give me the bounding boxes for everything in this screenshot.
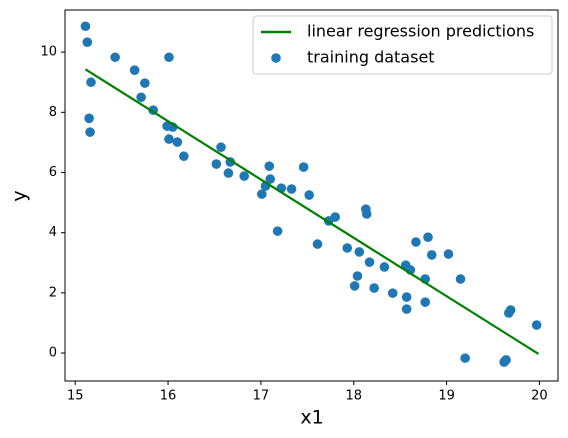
point <box>423 232 433 242</box>
point <box>342 243 353 253</box>
point <box>298 162 309 172</box>
point <box>401 292 412 302</box>
point <box>387 288 398 298</box>
y-tick-label: 8 <box>49 105 57 120</box>
point <box>86 77 96 88</box>
y-tick-label: 2 <box>49 285 57 300</box>
x-tick-label: 19 <box>438 389 455 404</box>
point <box>164 134 174 144</box>
y-tick-label: 10 <box>40 45 57 60</box>
point <box>286 184 297 194</box>
point <box>265 174 275 184</box>
point <box>223 168 234 178</box>
legend-box <box>252 15 553 75</box>
legend-label: linear regression predictions <box>307 22 534 41</box>
x-tick-label: 17 <box>253 389 270 404</box>
regression-line <box>84 68 540 355</box>
point <box>136 92 146 103</box>
y-tick-label: 0 <box>49 346 57 361</box>
point <box>312 239 323 249</box>
point <box>82 37 93 47</box>
point <box>503 308 514 318</box>
x-tick-label: 16 <box>160 389 177 404</box>
y-tick-label: 4 <box>49 225 57 240</box>
plot-frame <box>64 9 559 382</box>
point <box>420 297 431 307</box>
point <box>272 226 283 236</box>
point <box>531 320 542 330</box>
point <box>216 142 226 153</box>
point <box>330 212 340 222</box>
point <box>354 247 365 257</box>
x-axis-label: x1 <box>300 407 323 429</box>
point <box>85 127 95 137</box>
point <box>401 304 412 314</box>
x-tick-label: 20 <box>531 389 548 404</box>
point <box>257 189 267 199</box>
point <box>140 78 150 88</box>
point <box>443 249 454 259</box>
point <box>426 250 437 260</box>
point <box>379 262 390 272</box>
point <box>501 355 511 365</box>
point <box>352 271 363 281</box>
point <box>460 353 470 363</box>
y-axis-label: y <box>9 190 31 201</box>
point <box>455 274 466 284</box>
point <box>364 257 375 267</box>
legend-label: training dataset <box>307 48 435 67</box>
point <box>84 113 94 124</box>
point <box>110 52 120 63</box>
point <box>264 161 275 171</box>
point <box>304 190 314 200</box>
point <box>80 21 91 32</box>
point <box>179 151 189 162</box>
x-tick-label: 18 <box>345 389 362 404</box>
point <box>239 171 249 181</box>
point <box>361 209 372 219</box>
point <box>211 159 222 169</box>
point <box>411 237 421 247</box>
point <box>349 281 360 291</box>
y-tick-label: 6 <box>49 165 57 180</box>
point <box>172 137 183 147</box>
x-tick-label: 15 <box>67 389 84 404</box>
point <box>369 283 379 293</box>
point <box>129 65 140 75</box>
legend-marker <box>271 53 281 63</box>
point <box>164 52 174 63</box>
